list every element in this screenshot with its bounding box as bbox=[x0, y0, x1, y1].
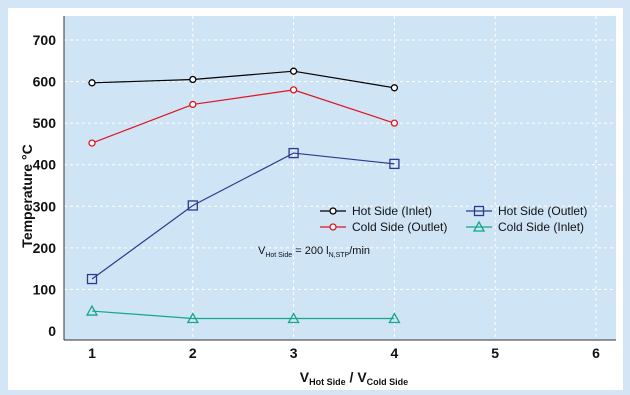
legend-label: Cold Side (Inlet) bbox=[498, 220, 584, 234]
y-tick-label: 700 bbox=[33, 32, 57, 48]
data-point bbox=[389, 158, 400, 170]
x-axis-title-v1: V bbox=[300, 369, 310, 385]
annotation-sub2: N,STP bbox=[329, 252, 350, 259]
data-point bbox=[186, 312, 199, 324]
data-point bbox=[288, 147, 299, 159]
data-point bbox=[88, 139, 96, 147]
x-axis-title-sep: / bbox=[346, 369, 358, 385]
legend-marker bbox=[472, 220, 486, 232]
legend-label: Hot Side (Outlet) bbox=[498, 204, 587, 218]
y-tick-label: 300 bbox=[33, 198, 57, 214]
data-point bbox=[289, 67, 298, 75]
x-axis-title-sub2: Cold Side bbox=[367, 377, 409, 387]
y-tick-label: 500 bbox=[33, 115, 57, 131]
legend-item: Cold Side (Inlet) bbox=[466, 220, 584, 234]
data-point bbox=[189, 100, 197, 109]
x-tick-label: 4 bbox=[391, 345, 399, 361]
series-group bbox=[85, 67, 401, 324]
legend-item: Hot Side (Outlet) bbox=[466, 204, 587, 218]
line-chart: 0 100 200 300 400 500 600 700 1 2 3 4 5 6 Temperatur… bbox=[19, 16, 616, 387]
y-tick-label: 600 bbox=[33, 74, 57, 90]
data-point bbox=[390, 119, 399, 127]
legend-item: Cold Side (Outlet) bbox=[320, 220, 447, 234]
data-point bbox=[187, 200, 198, 211]
annotation-text2: /min bbox=[349, 245, 370, 257]
x-tick-label: 6 bbox=[592, 345, 600, 361]
x-axis-title-sub1: Hot Side bbox=[309, 377, 346, 387]
x-tick-labels: 1 2 3 4 5 6 bbox=[88, 345, 600, 361]
series-line bbox=[91, 89, 395, 144]
series-3 bbox=[85, 304, 401, 324]
series-2 bbox=[86, 147, 400, 285]
data-point bbox=[390, 84, 399, 92]
x-tick-label: 3 bbox=[290, 345, 298, 361]
x-tick-label: 2 bbox=[189, 345, 197, 361]
data-point bbox=[85, 304, 99, 316]
data-point bbox=[88, 79, 96, 87]
annotation-v: V bbox=[258, 245, 266, 257]
data-point bbox=[189, 75, 197, 84]
legend-item: Hot Side (Inlet) bbox=[320, 204, 432, 218]
y-axis-title: Temperature °C bbox=[19, 144, 35, 247]
axes bbox=[63, 16, 616, 341]
x-tick-label: 1 bbox=[88, 345, 96, 361]
y-tick-label: 400 bbox=[33, 157, 57, 173]
y-tick-labels: 0 100 200 300 400 500 600 700 bbox=[33, 32, 57, 339]
legend-label: Cold Side (Outlet) bbox=[352, 220, 447, 234]
y-tick-label: 100 bbox=[33, 281, 57, 297]
annotation-sub1: Hot Side bbox=[265, 252, 292, 259]
plot-area bbox=[64, 16, 616, 340]
legend-marker bbox=[473, 205, 485, 217]
chart-frame: 0 100 200 300 400 500 600 700 1 2 3 4 5 6 Temperatur… bbox=[8, 8, 623, 390]
flow-annotation: VHot Side = 200 lN,STP/min bbox=[258, 245, 370, 259]
series-0 bbox=[88, 67, 399, 92]
series-line bbox=[91, 310, 395, 320]
y-tick-label: 0 bbox=[48, 323, 56, 339]
data-point bbox=[287, 312, 300, 324]
x-tick-label: 5 bbox=[491, 345, 499, 361]
data-point bbox=[388, 312, 401, 324]
legend-marker bbox=[329, 207, 337, 215]
legend-marker bbox=[329, 223, 337, 231]
data-point bbox=[86, 273, 98, 285]
data-point bbox=[289, 86, 298, 94]
series-line bbox=[91, 152, 395, 280]
x-axis-title-v2: V bbox=[357, 369, 367, 385]
legend: Hot Side (Inlet) Cold Side (Outlet) Hot Si… bbox=[320, 204, 587, 234]
series-1 bbox=[88, 86, 399, 147]
y-tick-label: 200 bbox=[33, 240, 57, 256]
annotation-text1: = 200 l bbox=[292, 245, 328, 257]
series-line bbox=[91, 70, 395, 89]
x-axis-title: VHot Side / VCold Side bbox=[300, 369, 408, 387]
legend-label: Hot Side (Inlet) bbox=[352, 204, 432, 218]
